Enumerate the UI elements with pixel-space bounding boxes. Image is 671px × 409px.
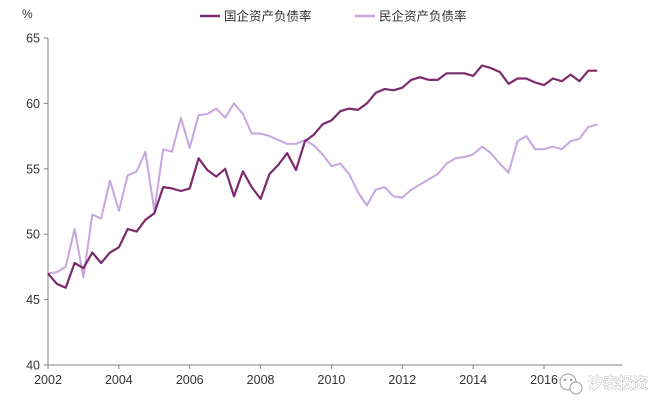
axes: % 40 45 50 55 60 65 2002 2004 2006 2008 2010 2012 201… <box>22 7 622 387</box>
series-line-2 <box>47 102 598 279</box>
x-tick-label: 2002 <box>34 373 62 387</box>
y-tick-label: 45 <box>26 293 40 307</box>
y-tick-label: 60 <box>26 97 40 111</box>
watermark: 汐泰投资 <box>559 373 648 395</box>
wechat-icon <box>559 373 583 395</box>
x-tick-label: 2016 <box>530 373 558 387</box>
y-tick-label: 65 <box>26 32 40 46</box>
legend-label-2: 民企资产负债率 <box>379 9 467 24</box>
x-tick-label: 2006 <box>176 373 204 387</box>
y-axis-unit: % <box>22 7 33 21</box>
y-tick-label: 55 <box>26 162 40 176</box>
x-tick-label: 2008 <box>247 373 275 387</box>
x-tick-label: 2014 <box>459 373 487 387</box>
legend: 国企资产负债率 民企资产负债率 <box>200 9 467 24</box>
y-tick-label: 40 <box>26 359 40 373</box>
series-line-1 <box>47 64 598 289</box>
x-tick-label: 2012 <box>388 373 416 387</box>
y-tick-label: 50 <box>26 228 40 242</box>
watermark-text: 汐泰投资 <box>588 374 648 392</box>
x-tick-label: 2010 <box>318 373 346 387</box>
legend-label-1: 国企资产负债率 <box>224 9 312 24</box>
x-tick-label: 2004 <box>105 373 133 387</box>
series-layer <box>47 64 598 289</box>
